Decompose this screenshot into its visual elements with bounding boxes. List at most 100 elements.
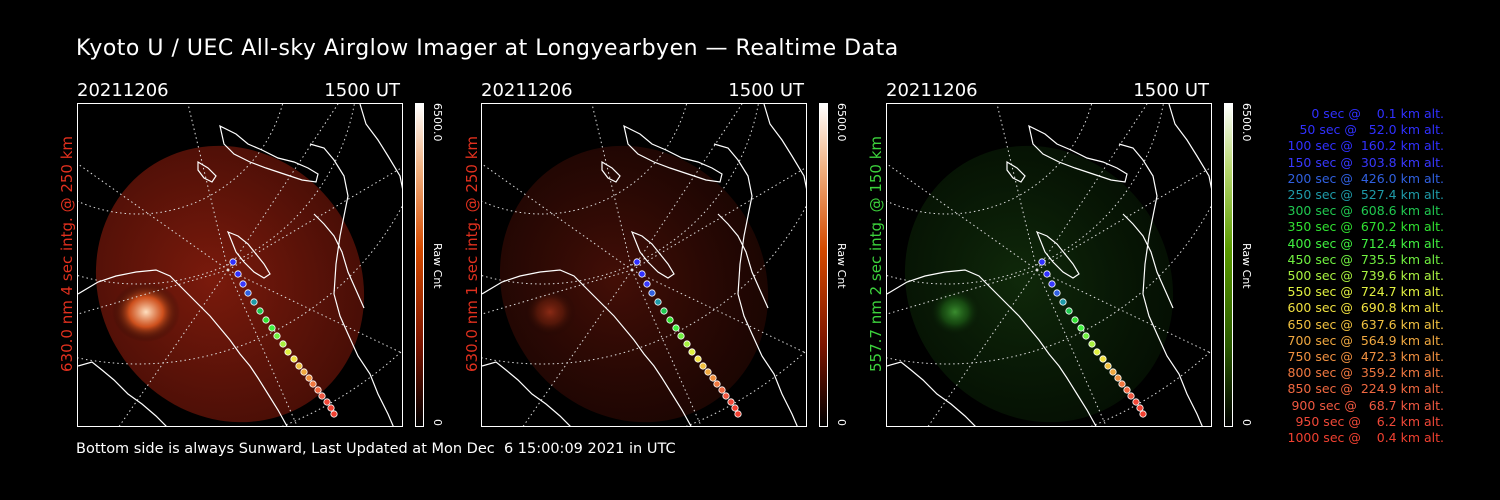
panel-2-colorbar-min: 0 xyxy=(835,419,848,426)
trajectory-point xyxy=(1071,316,1079,324)
trajectory-point xyxy=(314,386,322,394)
trajectory-point xyxy=(1065,307,1073,315)
legend-entry: 500 sec @ 739.6 km alt. xyxy=(1287,268,1444,284)
trajectory-point xyxy=(330,410,338,418)
trajectory-track xyxy=(229,258,338,418)
trajectory-point xyxy=(1109,368,1117,376)
airglow-disk xyxy=(95,145,365,423)
panel-3-time: 1500 UT xyxy=(1133,80,1209,101)
trajectory-point xyxy=(688,348,696,356)
trajectory-point xyxy=(709,374,717,382)
trajectory-point xyxy=(256,307,264,315)
trajectory-point xyxy=(660,307,668,315)
legend-entry: 950 sec @ 6.2 km alt. xyxy=(1295,413,1444,429)
trajectory-point xyxy=(309,380,317,388)
trajectory-point xyxy=(327,404,335,412)
panel-2-date: 20211206 xyxy=(481,80,573,101)
trajectory-point xyxy=(734,410,742,418)
trajectory-point xyxy=(239,280,247,288)
trajectory-point xyxy=(1127,392,1135,400)
legend-entry: 900 sec @ 68.7 km alt. xyxy=(1291,397,1444,413)
trajectory-point xyxy=(318,392,326,400)
trajectory-point xyxy=(677,332,685,340)
trajectory-point xyxy=(1093,348,1101,356)
panel-1-colorbar-max: 6500.0 xyxy=(431,103,444,142)
aurora-bright-spot xyxy=(524,288,576,336)
trajectory-point xyxy=(683,340,691,348)
page-title: Kyoto U / UEC All-sky Airglow Imager at … xyxy=(76,36,899,61)
trajectory-point xyxy=(713,380,721,388)
coastline xyxy=(482,104,806,426)
trajectory-point xyxy=(1077,324,1085,332)
trajectory-point xyxy=(290,355,298,363)
panel-1-colorbar-min: 0 xyxy=(431,419,444,426)
trajectory-point xyxy=(279,340,287,348)
trajectory-point xyxy=(1132,398,1140,406)
aurora-bright-spot xyxy=(929,288,981,336)
trajectory-point xyxy=(234,270,242,278)
trajectory-point xyxy=(727,398,735,406)
trajectory-point xyxy=(1118,380,1126,388)
legend-entry: 300 sec @ 608.6 km alt. xyxy=(1287,203,1444,219)
legend-entry: 550 sec @ 724.7 km alt. xyxy=(1287,284,1444,300)
trajectory-point xyxy=(1053,289,1061,297)
legend-entry: 350 sec @ 670.2 km alt. xyxy=(1287,219,1444,235)
footer-note: Bottom side is always Sunward, Last Upda… xyxy=(76,441,676,457)
panel-1-colorbar xyxy=(415,103,424,427)
trajectory-point xyxy=(654,298,662,306)
trajectory-point xyxy=(704,368,712,376)
trajectory-point xyxy=(305,374,313,382)
panel-3-colorbar xyxy=(1224,103,1233,427)
panel-3-colorbar-min: 0 xyxy=(1240,419,1253,426)
legend-entry: 0 sec @ 0.1 km alt. xyxy=(1311,106,1444,121)
trajectory-point xyxy=(1114,374,1122,382)
trajectory-point xyxy=(262,316,270,324)
trajectory-point xyxy=(633,258,641,266)
trajectory-point xyxy=(1088,340,1096,348)
aurora-bright-spot xyxy=(112,282,180,342)
trajectory-point xyxy=(643,280,651,288)
trajectory-point xyxy=(268,324,276,332)
trajectory-point xyxy=(1059,298,1067,306)
panel-2-wavelength-label: 630.0 nm 1 sec intg. @ 250 km xyxy=(463,135,481,372)
trajectory-point xyxy=(1139,410,1147,418)
legend-entry: 700 sec @ 564.9 km alt. xyxy=(1287,332,1444,348)
legend-entry: 100 sec @ 160.2 km alt. xyxy=(1287,138,1444,154)
legend-entry: 150 sec @ 303.8 km alt. xyxy=(1287,154,1444,170)
legend-entry: 450 sec @ 735.5 km alt. xyxy=(1287,251,1444,267)
trajectory-point xyxy=(244,289,252,297)
panel-1-colorbar-unit: Raw Cnt xyxy=(431,243,444,289)
coastline xyxy=(78,104,402,426)
trajectory-point xyxy=(731,404,739,412)
trajectory-point xyxy=(1104,362,1112,370)
trajectory-point xyxy=(229,258,237,266)
trajectory-point xyxy=(1043,270,1051,278)
trajectory-point xyxy=(1038,258,1046,266)
trajectory-point xyxy=(284,348,292,356)
trajectory-point xyxy=(273,332,281,340)
panel-3-date: 20211206 xyxy=(886,80,978,101)
trajectory-track xyxy=(1038,258,1147,418)
trajectory-point xyxy=(699,362,707,370)
geographic-grid xyxy=(482,104,806,426)
panel-1-time: 1500 UT xyxy=(324,80,400,101)
airglow-disk xyxy=(904,145,1174,423)
panel-3-wavelength-label: 557.7 nm 2 sec intg. @ 150 km xyxy=(867,135,885,372)
trajectory-point xyxy=(250,298,258,306)
legend-entry: 1000 sec @ 0.4 km alt. xyxy=(1287,430,1444,446)
legend-entry: 800 sec @ 359.2 km alt. xyxy=(1287,365,1444,381)
trajectory-point xyxy=(718,386,726,394)
trajectory-point xyxy=(666,316,674,324)
trajectory-point xyxy=(1136,404,1144,412)
trajectory-point xyxy=(1082,332,1090,340)
trajectory-point xyxy=(323,398,331,406)
geographic-grid xyxy=(887,104,1211,426)
panel-2-allsky-image xyxy=(481,103,807,427)
trajectory-point xyxy=(672,324,680,332)
panel-3-colorbar-unit: Raw Cnt xyxy=(1240,243,1253,289)
legend-entry: 600 sec @ 690.8 km alt. xyxy=(1287,300,1444,316)
airglow-disk xyxy=(499,145,769,423)
trajectory-point xyxy=(300,368,308,376)
coastline xyxy=(887,104,1211,426)
trajectory-track xyxy=(633,258,742,418)
